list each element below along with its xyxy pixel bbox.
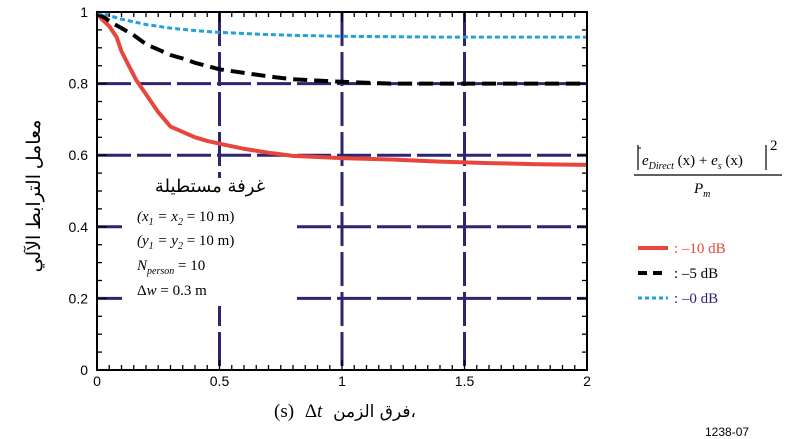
x-tick-label-3: 1.5 <box>455 373 475 389</box>
y-tick-label-2: 0.4 <box>69 219 89 235</box>
x-axis-title-unit: (s) <box>274 401 294 422</box>
series-line-0 <box>95 12 588 167</box>
legend-label-1: : –5 dB <box>674 266 718 282</box>
axis-ticks <box>96 11 588 371</box>
figure-reference: 1238-07 <box>705 425 749 439</box>
y-tick-label-4: 0.8 <box>69 76 89 92</box>
svg-text:Pm: Pm <box>693 181 710 200</box>
y-tick-label-3: 0.6 <box>69 147 89 163</box>
y-tick-label-5: 1 <box>80 4 88 20</box>
x-tick-labels: 0 0.5 1 1.5 2 <box>93 373 591 389</box>
y-tick-label-1: 0.2 <box>69 290 89 306</box>
y-axis-title: معامل الترابط الآلي <box>23 120 45 273</box>
svg-text:eDirect (x) + es (x): eDirect (x) + es (x) <box>642 153 743 172</box>
y-tick-label-0: 0 <box>80 362 88 378</box>
annotation-line-w: Δw = 0.3 m <box>137 283 207 299</box>
x-axis-title: (s) Δt فرق الزمن، <box>274 401 416 422</box>
scenario-annotation: غرفة مستطيلة (x1 = x2 = 10 m) (y1 = y2 =… <box>122 176 292 306</box>
y-tick-labels: 0 0.2 0.4 0.6 0.8 1 <box>69 4 89 378</box>
svg-text:2: 2 <box>770 138 778 154</box>
series-line-2 <box>96 10 587 39</box>
annotation-line-y: (y1 = y2 = 10 m) <box>137 233 234 252</box>
formula: eDirect (x) + es (x) 2 Pm <box>634 138 782 200</box>
series-line-1 <box>96 12 587 86</box>
x-tick-label-2: 1 <box>338 373 346 389</box>
legend-label-0: : –10 dB <box>674 241 726 257</box>
legend-label-2: : –0 dB <box>674 291 718 307</box>
x-axis-title-var: t <box>317 401 323 422</box>
series-lines <box>95 10 588 167</box>
x-tick-label-4: 2 <box>583 373 591 389</box>
x-axis-title-arabic: فرق الزمن، <box>333 402 416 422</box>
x-tick-label-1: 0.5 <box>210 373 230 389</box>
annotation-title: غرفة مستطيلة <box>155 176 265 197</box>
x-axis-title-delta: Δ <box>305 401 317 422</box>
x-tick-label-0: 0 <box>93 373 101 389</box>
legend: : –10 dB : –5 dB : –0 dB <box>638 241 726 307</box>
annotation-line-x: (x1 = x2 = 10 m) <box>137 209 234 228</box>
